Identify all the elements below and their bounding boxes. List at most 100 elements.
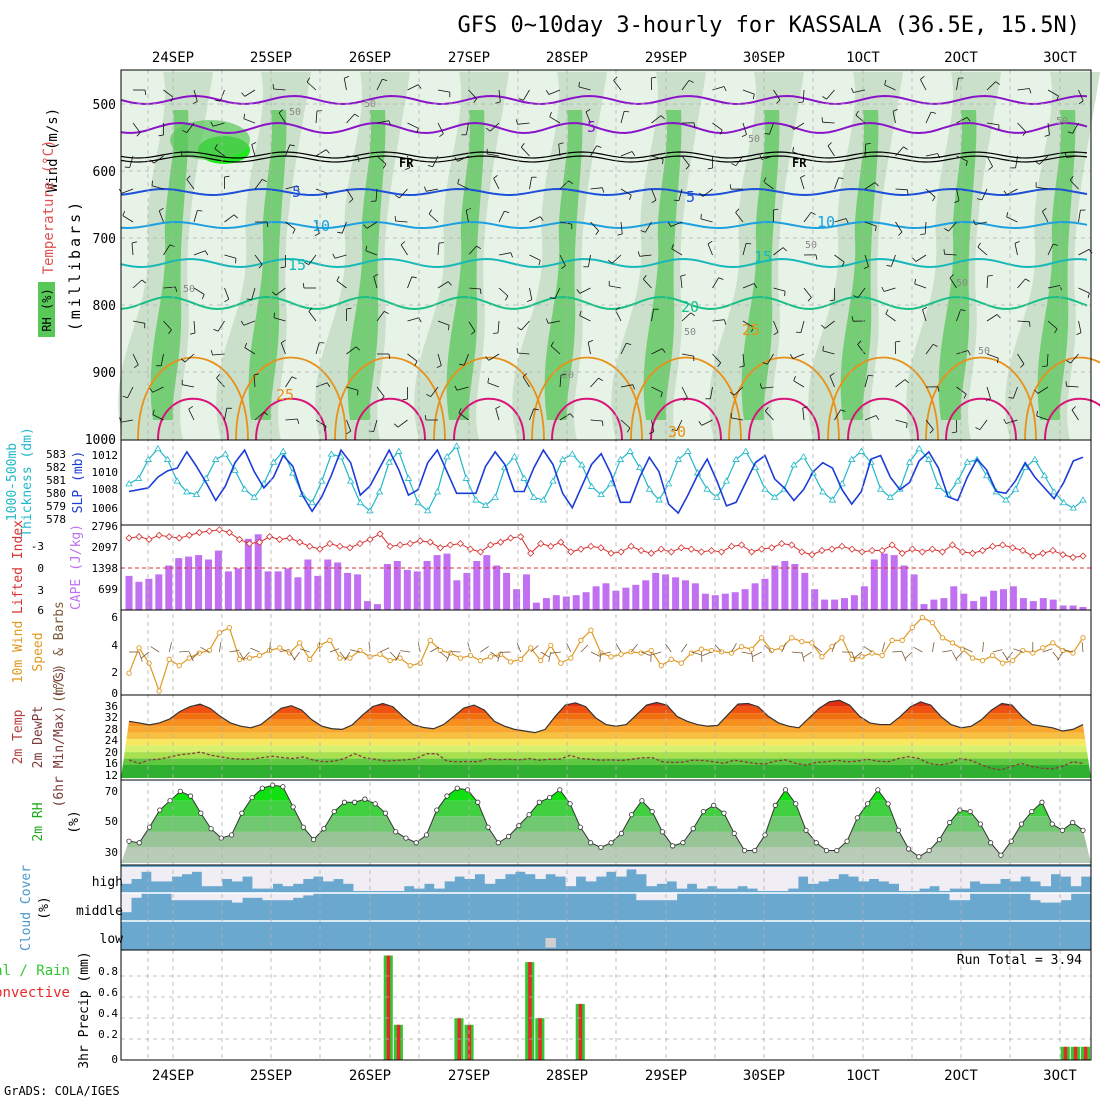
middle-cloud-gap	[636, 893, 647, 900]
rh2m-point	[599, 845, 603, 849]
high-cloud-gap	[263, 867, 274, 889]
cape-bar	[126, 576, 133, 610]
wind-speed-point	[157, 689, 161, 693]
temp-band	[121, 746, 1091, 753]
cape-bar	[294, 577, 301, 610]
cape-bar	[771, 566, 778, 611]
rh2m-point	[824, 848, 828, 852]
bottom-date-label: 2OCT	[944, 1068, 978, 1084]
high-cloud-gap	[313, 867, 324, 877]
wind-speed-point	[689, 651, 693, 655]
high-cloud-gap	[202, 867, 213, 886]
cape-bar	[513, 589, 520, 610]
wind-speed-point	[428, 638, 432, 642]
rh2m-point	[1081, 828, 1085, 832]
wind-speed-point	[589, 628, 593, 632]
cape-tick-label: 699	[98, 583, 118, 596]
cape-bar	[225, 571, 232, 610]
wind-barb-flag	[823, 346, 824, 351]
contour-label: 5	[686, 188, 695, 206]
rh2m-point	[158, 808, 162, 812]
freezing-label: FR	[792, 156, 807, 170]
temp2m-axis-label: 2m Temp	[11, 709, 26, 764]
middle-cloud-gap	[283, 893, 294, 900]
precip-convective-bar	[528, 962, 532, 1060]
high-cloud-gap	[990, 867, 1001, 884]
cape-bar	[950, 586, 957, 610]
wind-speed-point	[910, 625, 914, 629]
high-cloud-gap	[293, 867, 304, 884]
cape-bar	[603, 583, 610, 610]
high-cloud-gap	[303, 867, 314, 879]
wind-speed-point	[539, 658, 543, 662]
cape-bar	[245, 539, 252, 610]
wind-speed-point	[217, 631, 221, 635]
rh2m-point	[342, 800, 346, 804]
cape-bar	[901, 566, 908, 611]
high-cloud-gap	[141, 867, 152, 872]
cape-bar	[165, 566, 172, 611]
wind-speed-point	[940, 636, 944, 640]
wind-speed-point	[930, 620, 934, 624]
slp-tick-label: 1006	[92, 502, 119, 515]
cape-bar	[404, 570, 411, 610]
wind-speed-point	[920, 615, 924, 619]
cape-bar	[980, 597, 987, 610]
dewpt-axis-label: 2m DewPt	[31, 706, 46, 769]
wind-speed-point	[408, 663, 412, 667]
bottom-date-label: 29SEP	[645, 1068, 687, 1084]
middle-cloud-gap	[646, 893, 657, 900]
rh2m-point	[178, 789, 182, 793]
rh2m-point	[783, 788, 787, 792]
cape-bar	[921, 604, 928, 610]
rh2m-point	[1019, 822, 1023, 826]
bottom-date-label: 27SEP	[448, 1068, 490, 1084]
cape-bar	[672, 577, 679, 610]
high-cloud-gap	[545, 867, 556, 874]
wind-speed-point	[970, 656, 974, 660]
rh-contour-label: 50	[978, 346, 990, 357]
wind-speed-point	[619, 652, 623, 656]
rh2m-point	[906, 847, 910, 851]
cape-bar	[205, 560, 212, 611]
precip-background	[121, 950, 1091, 1060]
rh2m-point	[291, 805, 295, 809]
contour-label: 30	[668, 423, 686, 441]
rh-contour-label: 50	[805, 240, 817, 251]
thickness-tick-label: 578	[46, 513, 66, 526]
rh-contour-label: 50	[289, 107, 301, 118]
high-cloud-gap	[657, 867, 668, 884]
rh2m-point	[804, 828, 808, 832]
rh2m-point	[865, 802, 869, 806]
wind-speed-point	[699, 647, 703, 651]
high-cloud-gap	[1061, 867, 1072, 877]
rh2m-point	[937, 837, 941, 841]
high-cloud-gap	[727, 867, 738, 889]
rh2m-point	[978, 822, 982, 826]
rh2m-point	[188, 794, 192, 798]
wind10m-tick-label: 2	[111, 666, 118, 679]
rh2m-point	[322, 827, 326, 831]
wind-barb-flag	[866, 144, 871, 145]
high-cloud-gap	[404, 867, 415, 886]
bottom-date-axis: 24SEP 25SEP 26SEP 27SEP 28SEP 29SEP 30SE…	[152, 1068, 1078, 1084]
cape-bar	[493, 566, 500, 611]
cape-bar	[821, 600, 828, 610]
cloud-cover-panel: high middle low Cloud Cover (%)	[19, 865, 1091, 951]
rh2m-point	[947, 820, 951, 824]
rh2m-point	[281, 784, 285, 788]
rh2m-point	[681, 841, 685, 845]
cape-tick-label: 2097	[92, 541, 119, 554]
high-cloud-gap	[939, 867, 950, 891]
high-cloud-gap	[212, 867, 223, 886]
wind-barb-flag	[868, 375, 873, 376]
wind10m-tick-label: 4	[111, 639, 118, 652]
wind-barb-flag	[785, 291, 786, 296]
wind-barb-flag	[907, 423, 908, 428]
rh2m-point	[958, 808, 962, 812]
cape-bar	[255, 534, 262, 610]
high-cloud-gap	[394, 867, 405, 891]
top-date-label: 2OCT	[944, 50, 978, 66]
wind-speed-point	[549, 643, 553, 647]
wind-speed-point	[679, 661, 683, 665]
